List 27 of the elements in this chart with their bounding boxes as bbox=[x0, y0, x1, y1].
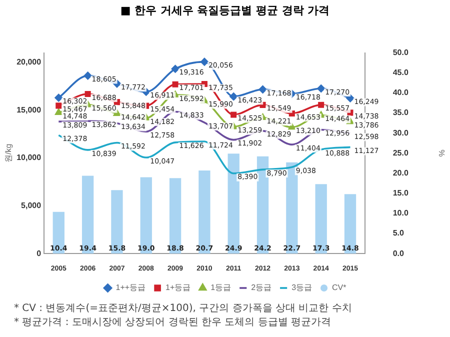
y2-tick-label: 40.0 bbox=[392, 88, 409, 98]
text: * 평균가격 : 도매시장에 상장되어 경락된 한우 도체의 등급별 평균가격 bbox=[14, 316, 332, 330]
y-tick-label: 15,000 bbox=[16, 105, 42, 114]
y-tick-label: 0 bbox=[36, 248, 42, 258]
chart-title: ■ 한우 거세우 육질등급별 평균 경락 가격 bbox=[119, 3, 331, 19]
y2-tick-label: 45.0 bbox=[392, 68, 409, 78]
y2-axis-title: % bbox=[436, 150, 446, 157]
y2-tick-label: 0.0 bbox=[392, 248, 404, 258]
legend-label: CV* bbox=[332, 283, 346, 292]
legend-label: 1등급 bbox=[210, 283, 232, 292]
y2-tick-label: 15.0 bbox=[392, 188, 409, 198]
y2-tick-label: 50.0 bbox=[392, 48, 409, 58]
y-tick-label: 10,000 bbox=[16, 153, 42, 162]
y2-tick-label: 5.0 bbox=[392, 228, 404, 238]
y-tick-label: 20,000 bbox=[16, 58, 42, 67]
legend-label: 1++등급 bbox=[116, 283, 146, 292]
y2-tick-label: 20.0 bbox=[392, 168, 409, 178]
legend-label: 2등급 bbox=[251, 283, 272, 292]
y2-tick-label: 25.0 bbox=[392, 148, 409, 158]
text: * CV : 변동계수(=표준편차/평균×100), 구간의 증가폭을 상대 비교한 수치 bbox=[14, 302, 353, 316]
y2-tick-label: 30.0 bbox=[392, 128, 409, 138]
y2-tick-label: 10.0 bbox=[392, 208, 409, 218]
y-axis-title: 원/kg bbox=[4, 144, 14, 163]
y2-tick-label: 35.0 bbox=[392, 108, 409, 118]
legend-label: 1+등급 bbox=[166, 283, 191, 292]
legend-label: 3등급 bbox=[292, 283, 312, 292]
y-tick-label: 5,000 bbox=[21, 200, 42, 210]
